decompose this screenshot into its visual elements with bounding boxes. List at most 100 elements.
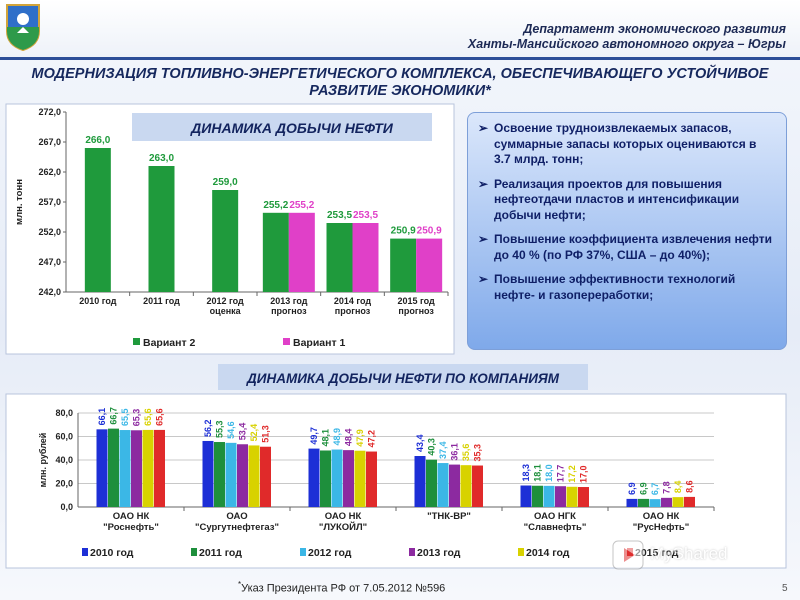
bar-series-3 [331, 449, 343, 507]
bullet-text: Повышение коэффициента извлечения нефти … [494, 232, 772, 262]
bar-series-2 [214, 442, 225, 507]
data-label: 17,7 [556, 465, 566, 483]
slide-title: МОДЕРНИЗАЦИЯ ТОПЛИВНО-ЭНЕРГЕТИЧЕСКОГО КО… [31, 66, 769, 99]
bullet-text: Реализация проектов для повышения нефтео… [494, 176, 740, 222]
data-label: 18,0 [544, 464, 554, 482]
x-tick-label: прогноз [398, 306, 434, 316]
bar-series-3 [543, 485, 555, 507]
bar-series-1 [202, 440, 214, 507]
bar-series-2 [426, 459, 437, 507]
y-tick-label: 40,0 [55, 455, 73, 465]
data-label: 17,2 [567, 465, 577, 483]
info-bullet: ➢ Повышение коэффициента извлечения нефти… [478, 232, 776, 263]
y-tick-label: 272,0 [38, 107, 61, 117]
data-label: 47,2 [367, 430, 377, 448]
data-label-variant-2: 259,0 [213, 177, 238, 188]
bar-series-6 [260, 446, 271, 507]
info-bullet: ➢ Повышение эффективности технологий нефт… [478, 272, 776, 303]
data-label: 43,4 [415, 434, 425, 452]
chart-title-box [132, 113, 432, 141]
bar-series-3 [649, 499, 661, 507]
legend-label: 2012 год [308, 547, 352, 559]
info-box: ➢ Освоение трудноизвлекаемых запасов, сум… [467, 112, 787, 350]
bar-series-5 [672, 497, 684, 507]
data-label-variant-1: 253,5 [353, 210, 378, 221]
bar-series-3 [437, 463, 449, 507]
y-tick-label: 247,0 [38, 257, 61, 267]
coat-of-arms-icon [6, 4, 40, 51]
bar-series-2 [638, 498, 649, 507]
data-label: 6,9 [627, 482, 637, 495]
y-tick-label: 242,0 [38, 287, 61, 297]
arrow-bullet-icon: ➢ [478, 176, 489, 191]
x-tick-label: ОАО НК [643, 511, 680, 522]
bar-series-6 [154, 429, 165, 507]
info-bullet: ➢ Реализация проектов для повышения нефте… [478, 177, 776, 224]
x-tick-label: "ТНК-ВР" [427, 511, 471, 522]
y-axis-label: млн. тонн [14, 179, 25, 225]
bar-series-1 [626, 498, 638, 507]
x-tick-label: оценка [210, 306, 242, 316]
data-label: 8,6 [685, 480, 695, 493]
bar-series-2 [108, 428, 119, 507]
x-tick-label: 2010 год [79, 296, 117, 306]
legend-label: 2011 год [199, 547, 242, 559]
bar-series-1 [520, 485, 532, 507]
legend-label: Вариант 1 [293, 337, 346, 349]
data-label: 48,1 [321, 429, 331, 447]
data-label: 56,2 [203, 419, 213, 437]
legend-swatch [300, 548, 306, 556]
data-label: 17,0 [579, 465, 589, 483]
data-label: 18,1 [533, 464, 543, 482]
bar-series-4 [131, 430, 142, 507]
legend-swatch [191, 548, 197, 556]
data-label: 7,8 [662, 481, 672, 494]
bar-series-3 [119, 430, 131, 507]
watermark: MyShared [612, 540, 768, 570]
bar-series-2 [320, 450, 331, 507]
data-label-variant-2: 266,0 [85, 135, 110, 146]
arrow-bullet-icon: ➢ [478, 232, 489, 246]
bar-variant-2 [84, 148, 111, 292]
y-tick-label: 0,0 [60, 502, 73, 512]
bar-series-2 [532, 485, 543, 507]
y-axis-label: млн. рублей [38, 433, 48, 488]
bullet-text: Повышение эффективности технологий нефте… [494, 272, 736, 302]
page-number: 5 [782, 583, 788, 594]
y-tick-label: 262,0 [38, 167, 61, 177]
bar-variant-2 [212, 190, 239, 292]
data-label: 36,1 [450, 443, 460, 461]
data-label: 48,4 [344, 429, 354, 447]
bar-series-5 [248, 445, 260, 507]
footnote: *Указ Президента РФ от 7.05.2012 №596 [238, 580, 445, 595]
legend-label: 2013 год [417, 547, 461, 559]
data-label: 35,6 [461, 444, 471, 462]
data-label: 65,5 [120, 409, 130, 427]
chart-title-box [218, 364, 588, 390]
data-label: 52,4 [249, 424, 259, 442]
footnote-mark: * [238, 580, 242, 589]
data-label: 40,3 [427, 438, 437, 456]
bar-series-4 [343, 450, 354, 507]
chart-title: ДИНАМИКА ДОБЫЧИ НЕФТИ [190, 120, 394, 136]
x-tick-label: "Сургутнефтегаз" [195, 522, 279, 533]
y-tick-label: 80,0 [55, 408, 73, 418]
data-label-variant-1: 255,2 [289, 200, 314, 211]
x-tick-label: 2011 год [143, 296, 180, 306]
department-name: Департамент экономического развития [523, 22, 786, 36]
x-tick-label: 2012 год [207, 296, 245, 306]
bar-variant-2 [326, 223, 353, 292]
chart-title: ДИНАМИКА ДОБЫЧИ НЕФТИ ПО КОМПАНИЯМ [246, 371, 560, 386]
data-label: 65,6 [155, 408, 165, 426]
bar-variant-2 [148, 166, 175, 292]
bar-series-6 [578, 487, 589, 507]
x-tick-label: ОАО НК [325, 511, 362, 522]
bar-series-1 [308, 448, 320, 507]
data-label: 66,7 [109, 407, 119, 425]
data-label: 18,3 [521, 464, 531, 482]
data-label: 49,7 [309, 427, 319, 445]
data-label: 37,4 [438, 442, 448, 460]
legend-swatch [133, 338, 140, 345]
